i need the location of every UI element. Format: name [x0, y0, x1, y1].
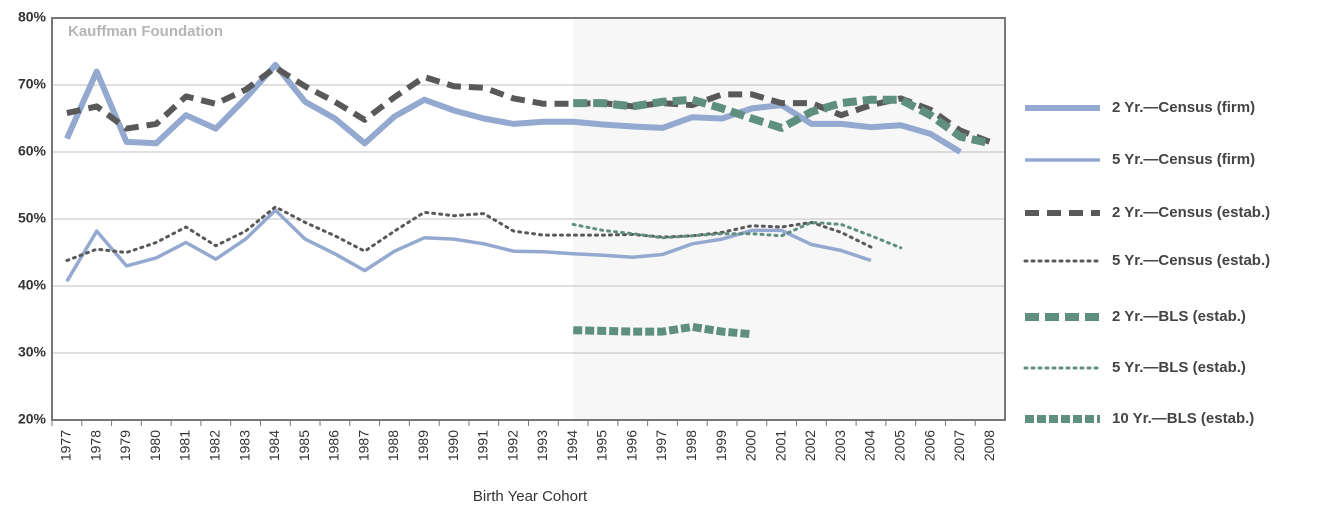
- x-tick-label: 1981: [177, 430, 193, 461]
- legend-label: 2 Yr.—Census (estab.): [1112, 204, 1270, 221]
- x-tick-label: 1997: [653, 430, 669, 461]
- annotation: Kauffman Foundation: [68, 23, 223, 40]
- x-tick-label: 1993: [534, 430, 550, 461]
- x-tick-label: 1995: [594, 430, 610, 461]
- series-line: [573, 322, 753, 339]
- series-line: [65, 205, 873, 262]
- x-tick-label: 1986: [326, 430, 342, 461]
- legend-label: 5 Yr.—Census (estab.): [1112, 252, 1270, 269]
- x-tick-label: 1982: [207, 430, 223, 461]
- x-tick-label: 1978: [87, 430, 103, 461]
- y-tick-label: 50%: [18, 210, 47, 226]
- x-tick-label: 2004: [862, 430, 878, 461]
- y-tick-label: 40%: [18, 277, 47, 293]
- x-tick-label: 2000: [743, 430, 759, 461]
- x-tick-label: 2002: [802, 430, 818, 461]
- x-tick-label: 1992: [504, 430, 520, 461]
- x-tick-label: 1998: [683, 430, 699, 461]
- x-tick-label: 1980: [147, 430, 163, 461]
- x-tick-label: 1979: [117, 430, 133, 461]
- x-tick-label: 1996: [623, 430, 639, 461]
- x-tick-label: 2008: [981, 430, 997, 461]
- x-tick-label: 2006: [921, 430, 937, 461]
- y-tick-label: 70%: [18, 76, 47, 92]
- legend-label: 5 Yr.—Census (firm): [1112, 151, 1255, 168]
- x-axis-label: Birth Year Cohort: [473, 488, 588, 505]
- y-tick-label: 30%: [18, 344, 47, 360]
- x-tick-label: 1985: [296, 430, 312, 461]
- series-line: [66, 64, 992, 145]
- series-line: [64, 61, 962, 155]
- x-tick-label: 2001: [772, 430, 788, 461]
- x-tick-label: 1999: [713, 430, 729, 461]
- x-tick-label: 1989: [415, 430, 431, 461]
- x-tick-label: 1988: [385, 430, 401, 461]
- x-tick-label: 2005: [891, 430, 907, 461]
- x-tick-label: 1991: [475, 430, 491, 461]
- series-line: [573, 95, 991, 148]
- x-tick-label: 1984: [266, 430, 282, 461]
- x-tick-label: 1990: [445, 430, 461, 461]
- series-line: [65, 208, 872, 283]
- legend-label: 10 Yr.—BLS (estab.): [1112, 410, 1254, 427]
- x-tick-label: 1987: [355, 430, 371, 461]
- y-tick-label: 20%: [18, 411, 47, 427]
- legend-label: 5 Yr.—BLS (estab.): [1112, 359, 1246, 376]
- x-tick-label: 2007: [951, 430, 967, 461]
- legend-label: 2 Yr.—BLS (estab.): [1112, 308, 1246, 325]
- y-tick-label: 80%: [18, 9, 47, 25]
- x-tick-label: 1983: [236, 430, 252, 461]
- series-line: [571, 220, 903, 250]
- x-tick-label: 2003: [832, 430, 848, 461]
- x-tick-label: 1994: [564, 430, 580, 461]
- legend-label: 2 Yr.—Census (firm): [1112, 99, 1255, 116]
- x-tick-label: 1977: [58, 430, 74, 461]
- y-tick-label: 60%: [18, 143, 47, 159]
